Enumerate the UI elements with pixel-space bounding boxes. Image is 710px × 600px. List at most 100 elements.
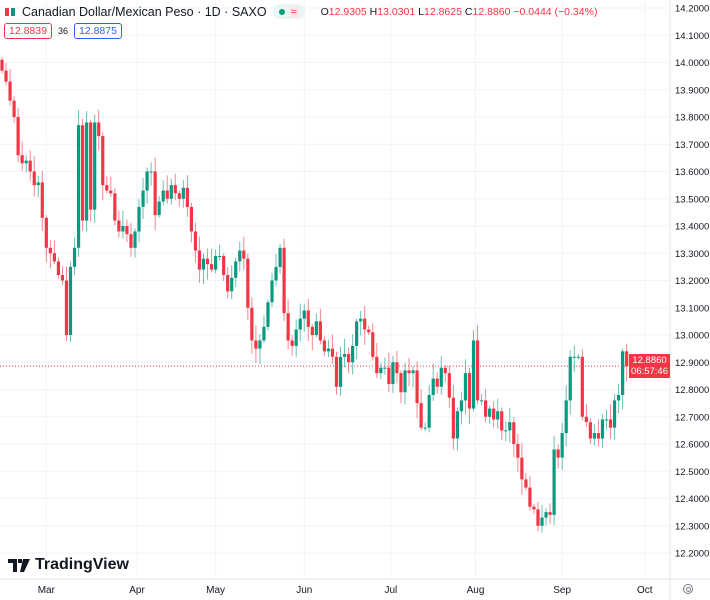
candle-up	[359, 318, 363, 322]
candle-up	[471, 340, 476, 409]
candle-down	[407, 370, 411, 374]
symbol-header: Canadian Dollar/Mexican Peso · 1D · SAXO…	[4, 4, 597, 19]
candle-up	[270, 280, 274, 303]
candle-down	[113, 193, 117, 221]
candle-down	[189, 206, 194, 232]
candle-down	[584, 416, 588, 423]
last-price-value: 12.8860	[632, 355, 667, 367]
candle-down	[32, 171, 36, 186]
candle-down	[395, 362, 399, 374]
candle-up	[427, 394, 431, 428]
y-tick-label: 14.1000	[675, 31, 709, 42]
candle-down	[512, 422, 516, 444]
candle-up	[121, 226, 125, 232]
candle-down	[40, 182, 44, 218]
candle-up	[133, 231, 137, 248]
candle-down	[367, 329, 371, 333]
y-tick-label: 13.0000	[675, 331, 709, 342]
candle-down	[475, 340, 480, 401]
y-tick-label: 12.7000	[675, 412, 709, 423]
candle-up	[278, 247, 282, 267]
candle-down	[4, 70, 8, 82]
candle-up	[479, 400, 484, 402]
y-tick-label: 12.8000	[675, 385, 709, 396]
candle-down	[520, 457, 524, 480]
candle-up	[24, 160, 28, 164]
market-status-badge[interactable]: ≈	[272, 4, 305, 19]
y-tick-label: 13.5000	[675, 194, 709, 205]
change-value: −0.0444 (−0.34%)	[513, 5, 598, 18]
candle-down	[625, 351, 629, 367]
candle-up	[157, 201, 161, 216]
candle-up	[391, 362, 395, 385]
candle-down	[20, 155, 24, 164]
candle-up	[137, 206, 141, 232]
candle-up	[423, 427, 427, 429]
candle-down	[16, 117, 20, 156]
candle-up	[552, 449, 556, 515]
y-tick-label: 13.4000	[675, 222, 709, 233]
candle-up	[72, 247, 77, 267]
candle-up	[218, 255, 222, 257]
candle-down	[246, 258, 250, 308]
buy-price-button[interactable]: 12.8875	[73, 23, 122, 39]
sell-price-button[interactable]: 12.8839	[4, 23, 52, 39]
candle-up	[302, 310, 306, 319]
settings-gear-icon[interactable]	[683, 584, 693, 594]
candle-down	[492, 408, 496, 420]
candle-down	[109, 190, 113, 194]
candle-up	[488, 408, 492, 417]
candle-down	[193, 231, 198, 251]
candle-down	[419, 403, 423, 428]
last-price-tag: 12.8860 06:57:46	[629, 354, 670, 379]
candle-up	[592, 433, 597, 439]
candle-up	[338, 356, 343, 387]
candle-up	[145, 171, 149, 191]
close-value: 12.8860	[472, 5, 511, 18]
y-tick-label: 13.7000	[675, 140, 709, 151]
y-tick-label: 12.4000	[675, 494, 709, 505]
candle-up	[572, 356, 576, 358]
candle-down	[387, 367, 391, 385]
market-open-dot-icon	[278, 8, 285, 15]
candle-down	[56, 261, 61, 276]
candle-up	[600, 419, 605, 439]
candle-down	[12, 100, 16, 117]
candle-up	[266, 302, 270, 327]
symbol-title[interactable]: Canadian Dollar/Mexican Peso · 1D · SAXO	[22, 4, 267, 19]
candle-down	[153, 171, 157, 216]
candle-down	[250, 307, 254, 341]
y-tick-label: 12.3000	[675, 521, 709, 532]
candle-down	[209, 264, 214, 270]
candle-down	[125, 226, 129, 235]
candle-up	[496, 411, 500, 420]
candle-down	[290, 340, 294, 346]
candle-down	[81, 125, 85, 221]
candle-down	[226, 275, 230, 292]
candle-up	[149, 171, 153, 173]
candle-down	[588, 422, 592, 439]
candle-down	[101, 136, 105, 186]
candle-down	[177, 193, 181, 199]
tradingview-logo[interactable]: TradingView	[8, 556, 129, 574]
candle-up	[403, 370, 407, 393]
candle-down	[447, 373, 451, 398]
open-value: 12.9305	[328, 5, 367, 18]
candle-down	[346, 354, 351, 363]
candle-up	[616, 394, 621, 401]
y-tick-label: 13.9000	[675, 85, 709, 96]
candle-up	[262, 326, 266, 341]
candle-down	[282, 247, 286, 314]
candle-down	[28, 160, 32, 172]
candle-up	[431, 378, 435, 395]
candle-up	[576, 356, 580, 358]
candle-up	[383, 367, 387, 369]
candle-down	[310, 326, 314, 335]
candle-down	[548, 512, 552, 515]
candle-down	[205, 258, 210, 265]
candle-down	[48, 247, 52, 254]
low-value: 12.8625	[424, 5, 462, 18]
candle-up	[379, 367, 383, 374]
candle-up	[568, 356, 572, 401]
